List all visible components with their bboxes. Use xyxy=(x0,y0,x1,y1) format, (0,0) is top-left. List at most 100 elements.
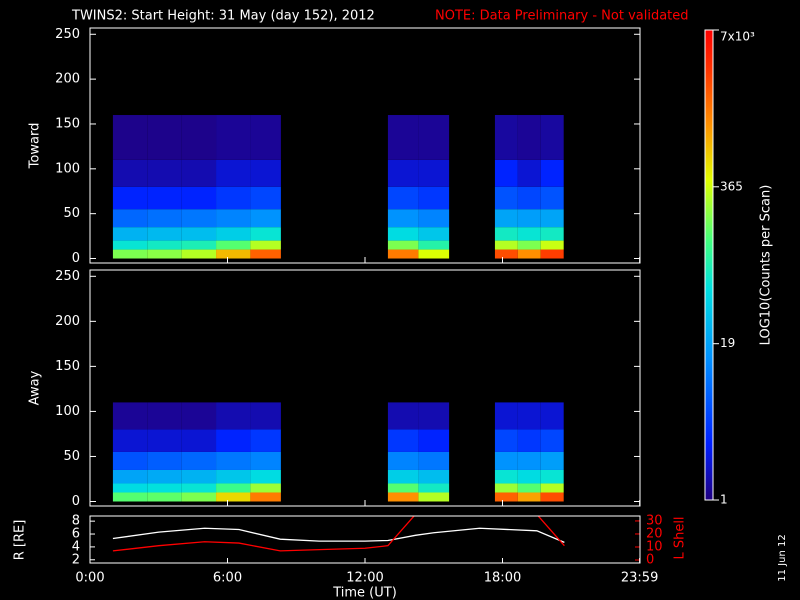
heat-cell xyxy=(387,451,419,470)
heat-cell xyxy=(250,115,281,160)
series-line xyxy=(112,516,415,552)
heat-cell xyxy=(517,429,541,452)
heat-cell xyxy=(112,402,148,430)
heat-cell xyxy=(216,249,251,259)
y-tick-label: 50 xyxy=(63,206,80,221)
y-tick-label: 50 xyxy=(63,449,80,464)
heat-cell xyxy=(517,227,541,241)
heat-cell xyxy=(418,227,450,241)
heat-cell xyxy=(250,429,281,452)
heat-cell xyxy=(216,451,251,470)
heat-cell xyxy=(216,227,251,241)
y-tick-label: 250 xyxy=(55,27,80,42)
heat-cell xyxy=(216,209,251,228)
heat-cell xyxy=(418,115,450,160)
heat-cell xyxy=(540,209,564,228)
heat-cell xyxy=(540,492,564,502)
heat-cell xyxy=(517,249,541,259)
heat-cell xyxy=(250,240,281,250)
heat-cell xyxy=(147,483,182,493)
heat-cell xyxy=(181,159,217,187)
heat-cell xyxy=(387,492,419,502)
heat-cell xyxy=(216,240,251,250)
heat-cell xyxy=(494,402,518,430)
heat-cell xyxy=(517,159,541,187)
series-line xyxy=(112,527,565,543)
y-tick-label: 100 xyxy=(55,161,80,176)
heat-cell xyxy=(112,240,148,250)
heat-cell xyxy=(494,186,518,210)
x-tick-label: 6:00 xyxy=(213,571,242,586)
colorbar-label: LOG10(Counts per Scan) xyxy=(759,185,774,346)
heat-cell xyxy=(112,159,148,187)
heat-cell xyxy=(540,186,564,210)
heat-cell xyxy=(181,429,217,452)
y-tick-label: 100 xyxy=(55,404,80,419)
heat-cell xyxy=(494,227,518,241)
y-tick-label: 250 xyxy=(55,269,80,284)
heat-cell xyxy=(418,186,450,210)
heat-cell xyxy=(147,249,182,259)
heat-cell xyxy=(387,115,419,160)
heat-cell xyxy=(216,483,251,493)
colorbar-tick-label: 7x10³ xyxy=(720,30,755,44)
x-tick-label: 12:00 xyxy=(346,571,383,586)
heat-cell xyxy=(418,240,450,250)
heat-cell xyxy=(387,186,419,210)
heat-cell xyxy=(387,159,419,187)
heat-cell xyxy=(517,492,541,502)
heat-cell xyxy=(181,227,217,241)
heat-cell xyxy=(147,115,182,160)
x-tick-label: 23:59 xyxy=(621,571,658,586)
colorbar-tick-label: 19 xyxy=(720,336,735,350)
heat-cell xyxy=(418,402,450,430)
heat-cell xyxy=(387,483,419,493)
panel-frame xyxy=(89,515,641,564)
heat-cell xyxy=(181,451,217,470)
heat-cell xyxy=(517,240,541,250)
heat-cell xyxy=(418,492,450,502)
heat-cell xyxy=(181,483,217,493)
y-tick-label: 150 xyxy=(55,116,80,131)
heat-cell xyxy=(216,402,251,430)
heat-cell xyxy=(517,483,541,493)
heat-cell xyxy=(418,483,450,493)
heat-cell xyxy=(112,115,148,160)
heat-cell xyxy=(494,492,518,502)
heat-cell xyxy=(112,209,148,228)
y-tick-label: 200 xyxy=(55,314,80,329)
heat-cell xyxy=(250,402,281,430)
heat-cell xyxy=(250,186,281,210)
heat-cell xyxy=(147,469,182,484)
y-tick-label: 6 xyxy=(72,527,80,542)
heat-cell xyxy=(181,469,217,484)
heat-cell xyxy=(387,240,419,250)
heat-cell xyxy=(540,240,564,250)
y-tick-label: 0 xyxy=(72,251,80,266)
heat-cell xyxy=(250,209,281,228)
heat-cell xyxy=(112,249,148,259)
y2-tick-label: 0 xyxy=(646,553,654,568)
heat-cell xyxy=(250,159,281,187)
heat-cell xyxy=(517,451,541,470)
y2-tick-label: 30 xyxy=(646,513,663,528)
heat-cell xyxy=(112,492,148,502)
heat-cell xyxy=(147,240,182,250)
heat-cell xyxy=(540,227,564,241)
heat-cell xyxy=(250,249,281,259)
panel-frame xyxy=(89,27,641,264)
heat-cell xyxy=(112,469,148,484)
heat-cell xyxy=(387,429,419,452)
heat-cell xyxy=(181,186,217,210)
heat-cell xyxy=(387,209,419,228)
heat-cell xyxy=(387,402,419,430)
heat-cell xyxy=(540,249,564,259)
y-tick-label: 0 xyxy=(72,494,80,509)
heat-cell xyxy=(494,483,518,493)
heat-cell xyxy=(517,402,541,430)
heat-cell xyxy=(494,469,518,484)
heat-cell xyxy=(147,451,182,470)
heat-cell xyxy=(147,492,182,502)
heat-cell xyxy=(112,483,148,493)
